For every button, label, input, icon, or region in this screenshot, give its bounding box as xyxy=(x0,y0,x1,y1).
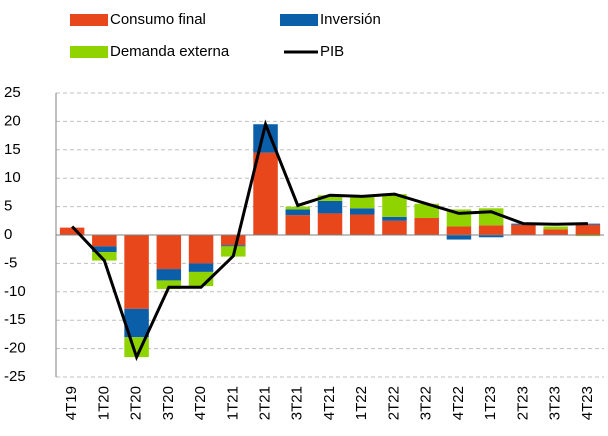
bar xyxy=(317,195,343,201)
x-tick-label: 4T20 xyxy=(192,386,209,420)
bar xyxy=(124,235,149,309)
bar xyxy=(382,220,407,235)
bar xyxy=(446,226,472,235)
x-tick-label: 3T23 xyxy=(547,386,564,420)
bar xyxy=(511,224,536,235)
bar xyxy=(253,152,278,235)
line xyxy=(71,119,588,362)
legend-label: Demanda externa xyxy=(110,43,230,60)
bar xyxy=(92,252,117,261)
bar xyxy=(221,245,246,247)
x-tick-label: 2T20 xyxy=(128,386,145,420)
y-tick-label: -25 xyxy=(4,368,26,385)
bar xyxy=(575,235,601,237)
bar xyxy=(349,195,375,209)
bar xyxy=(317,213,343,235)
y-tick-label: -20 xyxy=(4,340,26,357)
bar xyxy=(317,200,343,214)
y-tick-label: -10 xyxy=(4,283,26,300)
bar xyxy=(478,225,504,235)
x-tick-label: 4T22 xyxy=(450,386,467,420)
x-tick-label: 4T19 xyxy=(63,386,80,420)
legend-label: PIB xyxy=(320,43,344,60)
x-tick-label: 1T22 xyxy=(353,386,370,420)
y-tick-label: 20 xyxy=(4,112,21,129)
bar xyxy=(188,235,214,264)
x-tick-label: 4T23 xyxy=(579,386,596,420)
bar xyxy=(349,208,375,215)
x-tick-label: 3T22 xyxy=(418,386,435,420)
legend-label: Consumo final xyxy=(110,11,206,28)
x-tick-label: 1T23 xyxy=(482,386,499,420)
x-tick-label: 1T21 xyxy=(224,386,241,420)
bar xyxy=(575,224,601,235)
bar xyxy=(478,235,504,238)
bar xyxy=(543,229,568,235)
y-tick-label: 25 xyxy=(4,84,21,101)
x-tick-label: 3T20 xyxy=(160,386,177,420)
x-tick-label: 2T22 xyxy=(385,386,402,420)
bar xyxy=(156,280,182,289)
y-tick-label: 0 xyxy=(4,226,12,243)
bar xyxy=(382,194,407,217)
legend-label: Inversión xyxy=(320,11,381,28)
bar xyxy=(285,215,311,235)
x-tick-label: 2T21 xyxy=(256,386,273,420)
bar xyxy=(92,246,117,253)
bar xyxy=(285,209,311,216)
bar xyxy=(59,227,85,235)
bar xyxy=(156,269,182,281)
y-tick-label: 15 xyxy=(4,141,21,158)
y-tick-label: -5 xyxy=(4,254,17,271)
y-tick-label: -15 xyxy=(4,311,26,328)
x-tick-label: 1T20 xyxy=(95,386,112,420)
y-tick-label: 10 xyxy=(4,169,21,186)
bar xyxy=(543,226,568,230)
legend-swatch xyxy=(70,14,108,26)
bar xyxy=(349,214,375,235)
legend-swatch xyxy=(70,46,108,58)
bar xyxy=(188,263,214,272)
bar xyxy=(382,216,407,221)
legend-swatch xyxy=(280,14,318,26)
bar xyxy=(156,235,182,270)
bar xyxy=(446,235,472,240)
bar xyxy=(414,217,439,235)
bar xyxy=(414,203,439,218)
y-tick-label: 5 xyxy=(4,198,12,215)
bar xyxy=(285,206,311,210)
x-tick-label: 3T21 xyxy=(289,386,306,420)
bar xyxy=(92,235,117,247)
x-tick-label: 4T21 xyxy=(321,386,338,420)
bar xyxy=(221,235,246,246)
x-tick-label: 2T23 xyxy=(514,386,531,420)
